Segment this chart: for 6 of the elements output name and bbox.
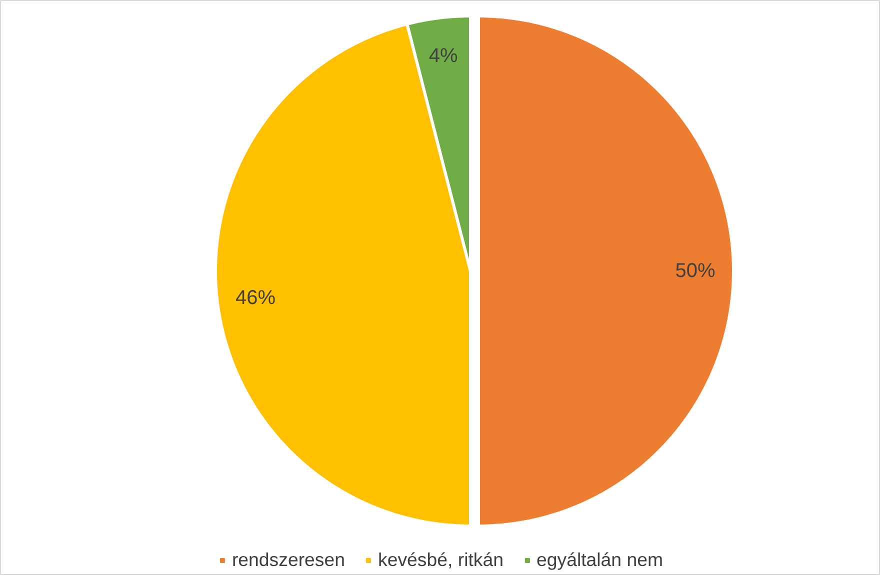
legend-label: rendszeresen <box>232 549 346 571</box>
legend-label: kevésbé, ritkán <box>378 549 504 571</box>
data-label: 4% <box>428 44 458 67</box>
data-label: 46% <box>235 287 276 310</box>
data-label: 50% <box>675 260 716 282</box>
legend-label: egyáltalán nem <box>536 549 664 571</box>
